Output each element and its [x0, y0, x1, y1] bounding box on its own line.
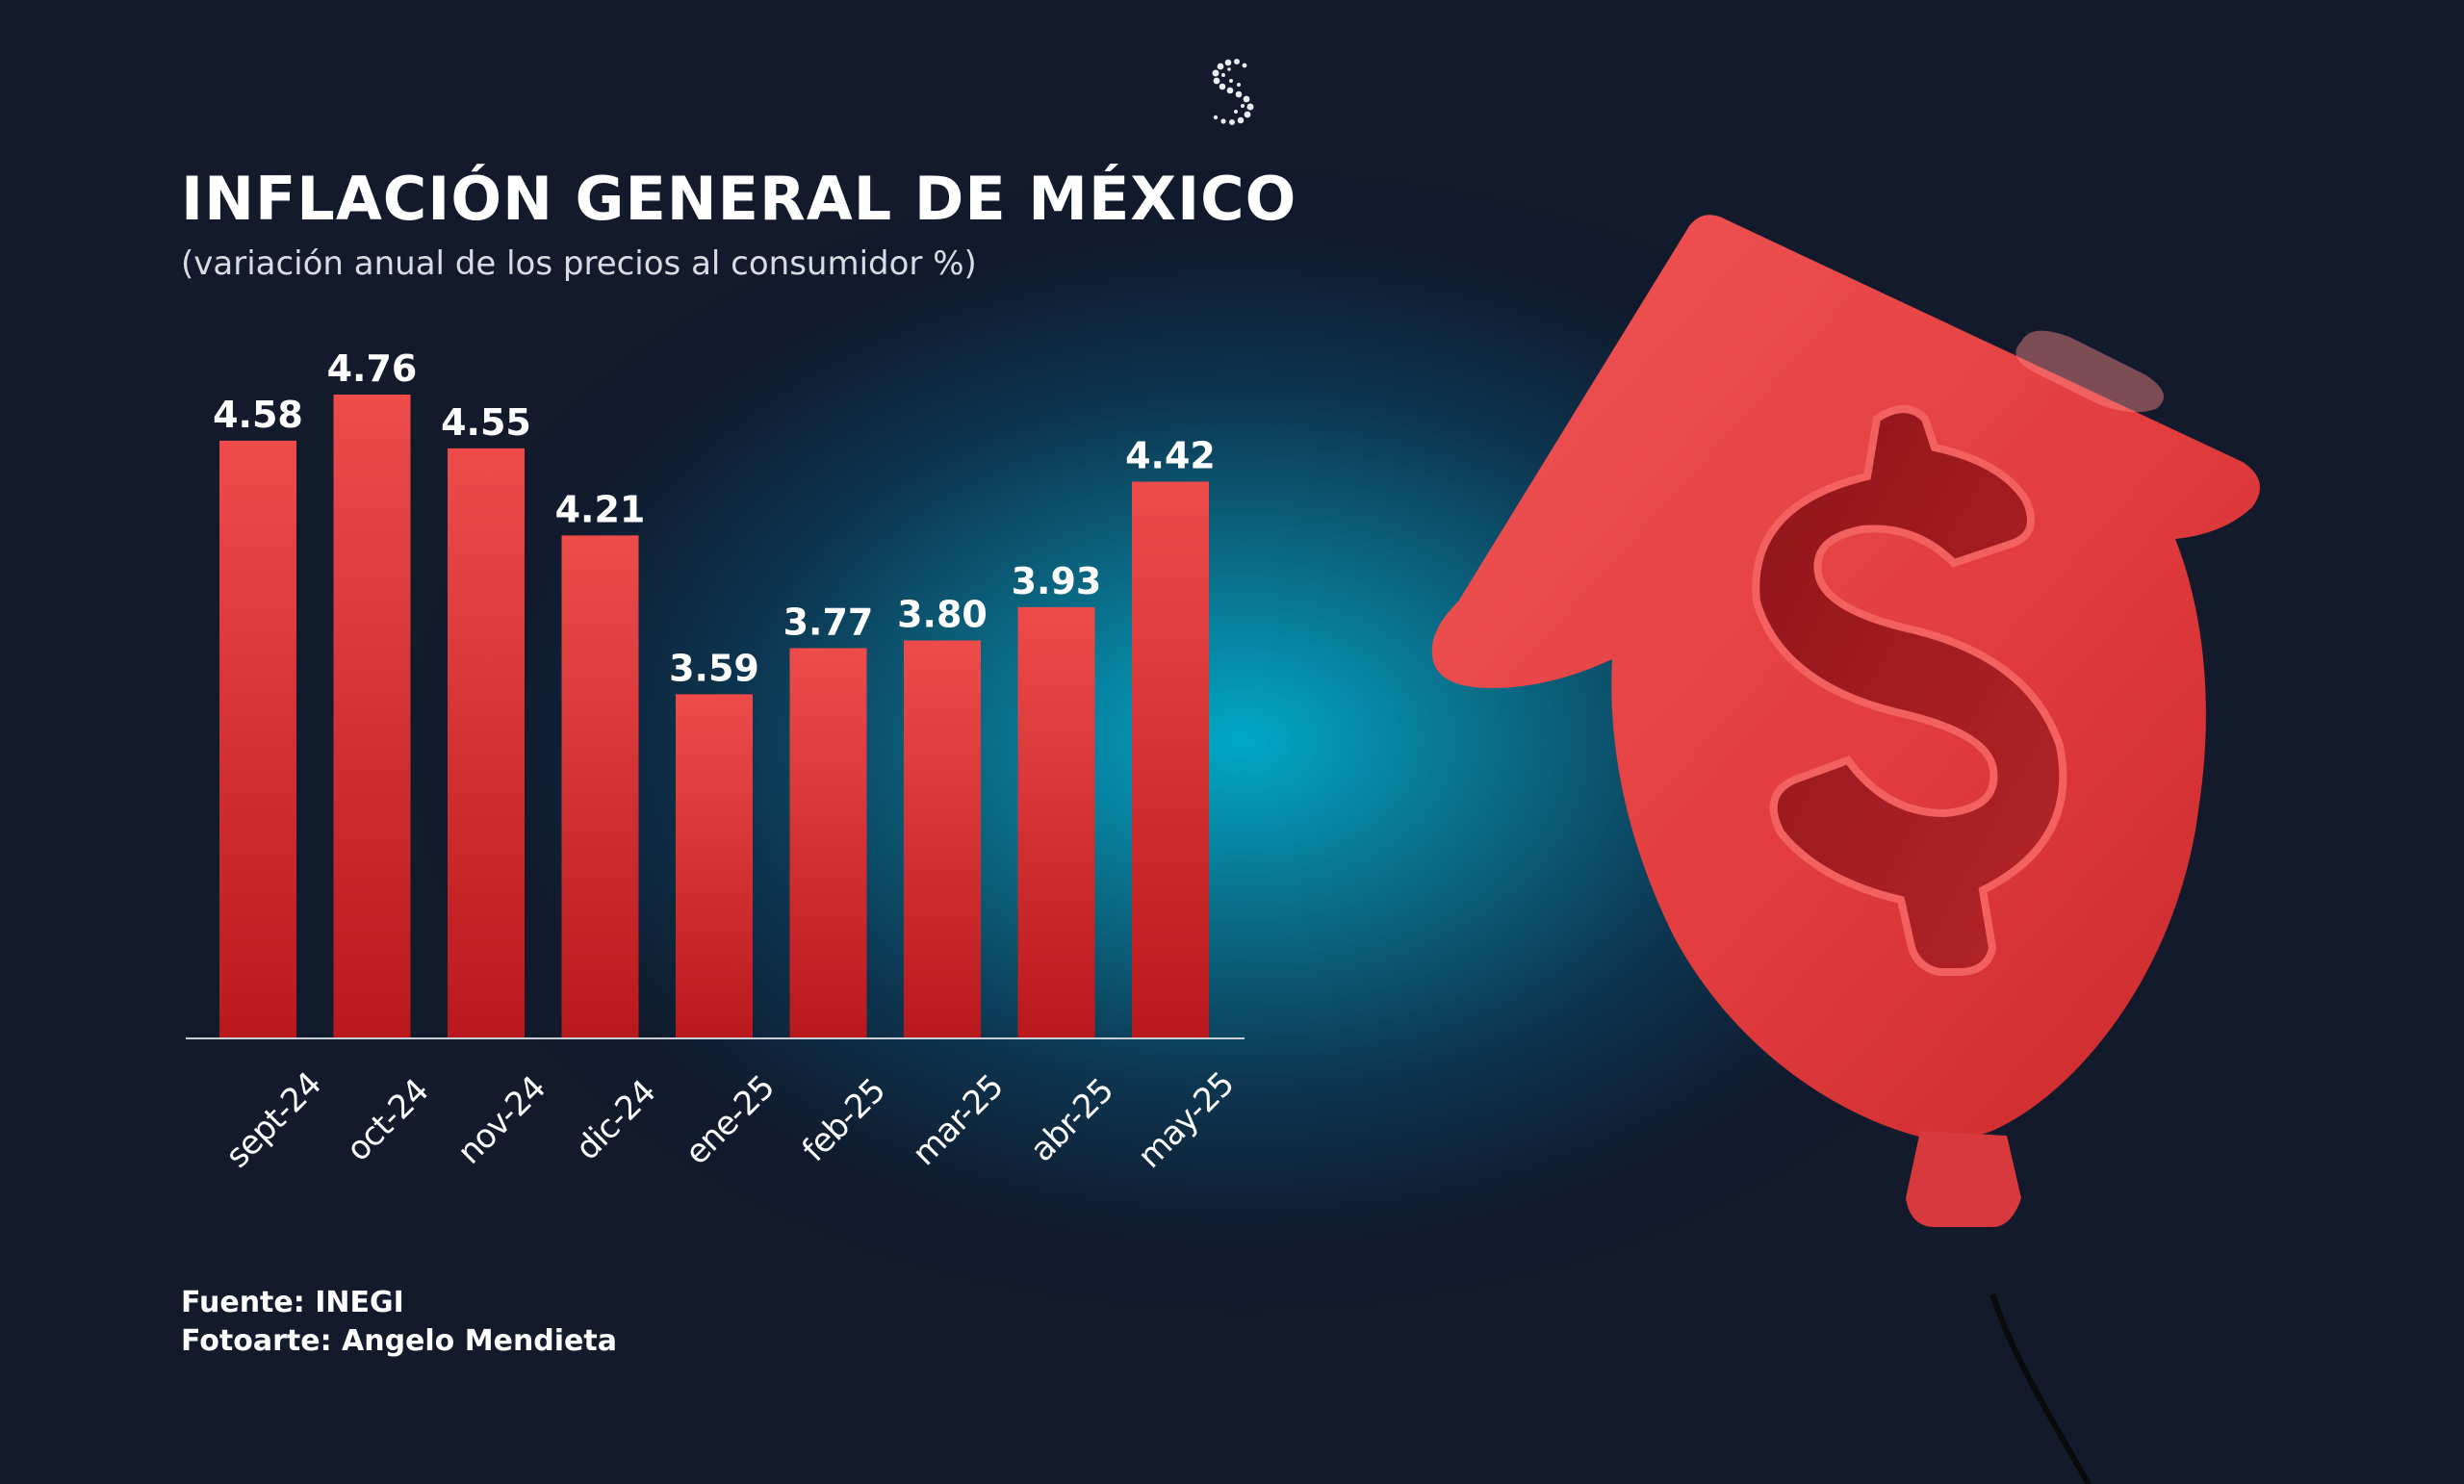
bar-sept-24 [219, 440, 296, 1037]
balloon-string [1989, 1293, 2092, 1484]
footer-source: Fuente: INEGI [181, 1286, 404, 1319]
x-tick-label-mar-25: mar-25 [905, 1067, 1011, 1173]
footer-credit: Fotoarte: Angelo Mendieta [181, 1324, 617, 1358]
data-label-nov-24: 4.55 [441, 401, 531, 444]
data-label-may-25: 4.42 [1125, 434, 1216, 476]
chart-subtitle: (variación anual de los precios al consu… [181, 244, 977, 283]
data-label-dic-24: 4.21 [555, 488, 646, 530]
x-tick-label-sept-24: sept-24 [218, 1065, 329, 1176]
balloon-highlight [2015, 330, 2164, 413]
data-label-abr-25: 3.93 [1012, 560, 1102, 602]
dollar-sign-cutout [1752, 405, 2067, 976]
bar-oct-24 [333, 395, 411, 1037]
x-tick-label-dic-24: dic-24 [568, 1073, 662, 1167]
x-tick-label-may-25: may-25 [1131, 1065, 1242, 1176]
bar-feb-25 [789, 648, 867, 1037]
bar-chart: 4.58 sept-24 4.76 oct-24 4.55 nov-24 4.21 dic-2… [186, 347, 1245, 1176]
bar-abr-25 [1017, 606, 1095, 1037]
bar-mar-25 [904, 640, 981, 1037]
bar-dic-24 [561, 535, 639, 1037]
x-tick-label-feb-25: feb-25 [795, 1071, 893, 1169]
bar-ene-25 [676, 694, 753, 1037]
bar-nov-24 [448, 448, 525, 1038]
bar-may-25 [1132, 481, 1209, 1037]
data-label-sept-24: 4.58 [213, 394, 303, 436]
x-tick-label-nov-24: nov-24 [450, 1069, 553, 1172]
chart-bars: 4.58 sept-24 4.76 oct-24 4.55 nov-24 4.21 dic-2… [213, 347, 1242, 1176]
x-tick-label-oct-24: oct-24 [339, 1072, 436, 1169]
balloon-knot [1906, 1131, 2021, 1227]
data-label-feb-25: 3.77 [783, 601, 874, 643]
x-tick-label-abr-25: abr-25 [1023, 1071, 1121, 1169]
data-label-mar-25: 3.80 [897, 593, 988, 635]
dollar-balloon-arrow-icon [1431, 215, 2260, 1484]
data-label-ene-25: 3.59 [669, 647, 759, 689]
x-tick-label-ene-25: ene-25 [678, 1068, 782, 1172]
data-label-oct-24: 4.76 [327, 347, 418, 390]
logo-icon [1212, 59, 1254, 125]
chart-title: INFLACIÓN GENERAL DE MÉXICO [181, 164, 1297, 234]
